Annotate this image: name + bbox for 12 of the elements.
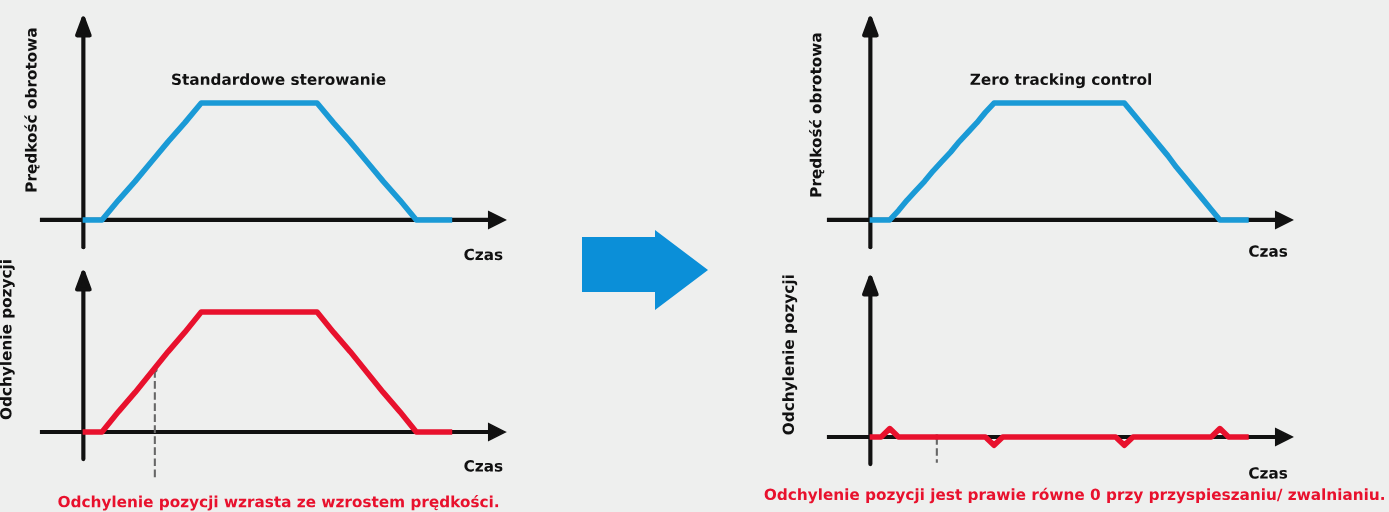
y-axis-title: Prędkość obrotowa [24,28,40,192]
chart-title: Zero tracking control [970,73,1152,89]
y-axis-title: Odchylenie pozycji [0,260,15,420]
chart-title: Standardowe sterowanie [172,73,386,86]
text: Odchylenie pozycji jest prawie równe 0 przy przyspieszaniu/ zwalnianiu. [764,487,1384,504]
y-axis-title: Prędkość obrotowa [809,33,825,197]
text: Odchylenie pozycji wzrasta ze wzrostem prędkości. [58,494,499,511]
x-axis-title: Czas [1249,467,1288,479]
x-axis-title: Czas [464,248,503,261]
x-axis-title: Czas [1249,245,1288,257]
y-axis-title: Odchylenie pozycji [782,275,798,435]
x-axis-title: Czas [464,460,503,472]
